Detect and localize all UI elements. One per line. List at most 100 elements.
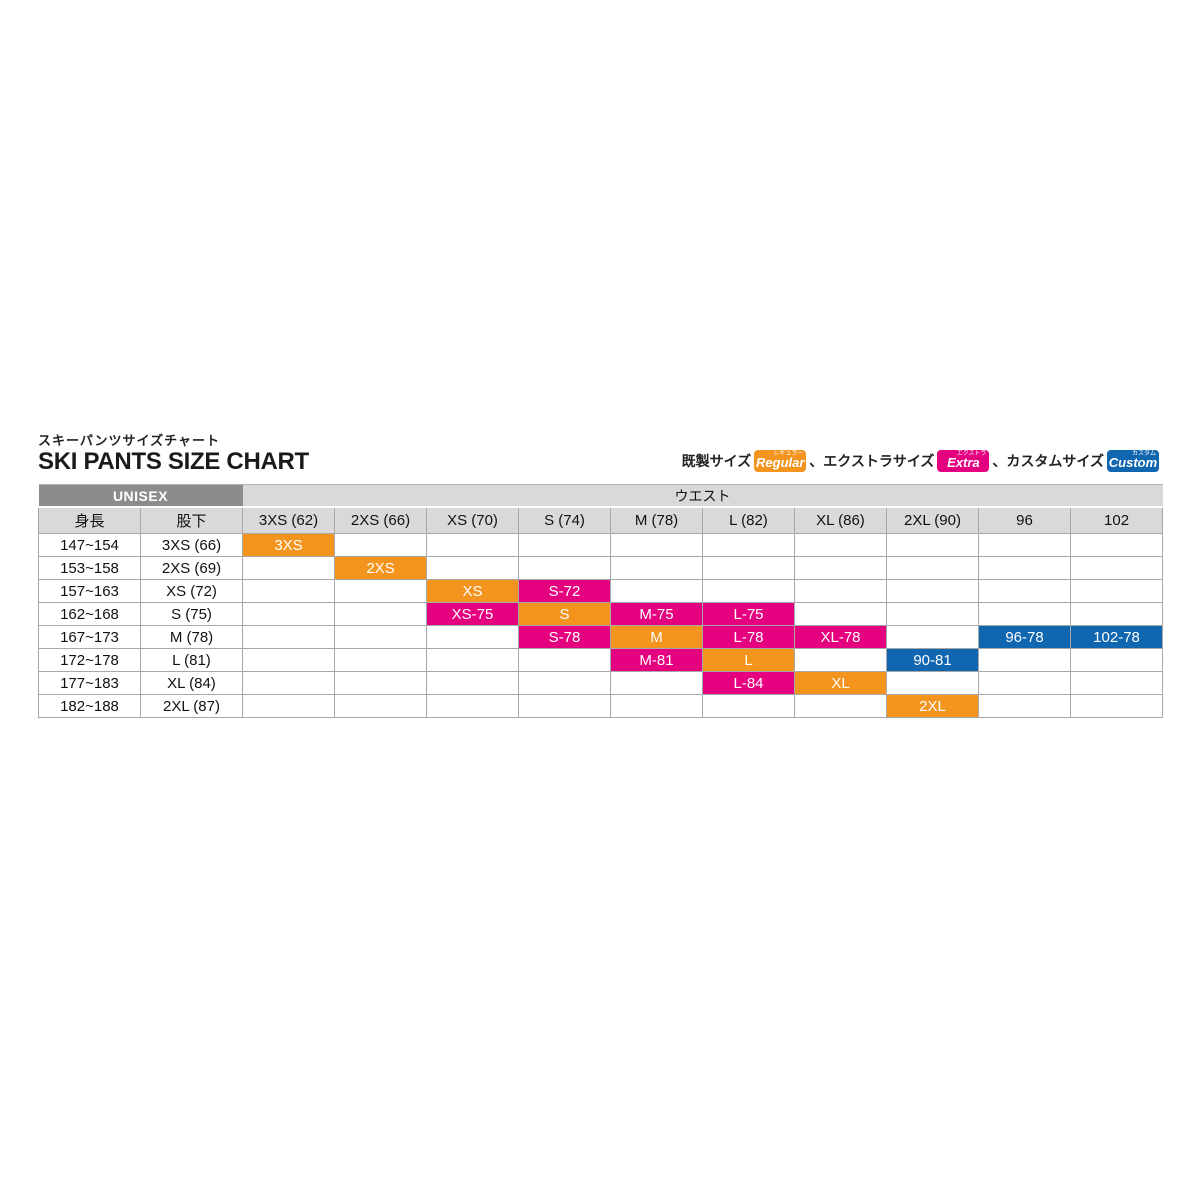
size-cell: [978, 533, 1071, 558]
size-cell: [518, 556, 611, 581]
size-cell: [242, 579, 335, 604]
size-cell: [886, 602, 979, 627]
inseam-size-cell: XL (84): [140, 671, 243, 696]
size-cell: [610, 579, 703, 604]
table-row: 177~183 XL (84) L-84 XL: [38, 671, 1164, 696]
size-cell: [886, 533, 979, 558]
inseam-size-cell: 2XL (87): [140, 694, 243, 719]
badge-small-label: エクストラ: [956, 451, 987, 458]
size-type-legend: 既製サイズ レギュラー Regular 、エクストラサイズ エクストラ Extra 、カスタ…: [682, 450, 1162, 475]
table-row: 182~188 2XL (87) 2XL: [38, 694, 1164, 719]
legend-label: 、エクストラサイズ: [809, 453, 935, 470]
size-chart-section: スキーパンツサイズチャート SKI PANTS SIZE CHART 既製サイズ…: [38, 430, 1164, 719]
size-cell: [978, 671, 1071, 696]
size-cell: [518, 694, 611, 719]
column-header-cell: 股下: [140, 506, 243, 535]
unisex-header-cell: UNISEX: [38, 484, 243, 509]
size-cell: XL-78: [794, 625, 887, 650]
size-cell: [426, 694, 519, 719]
size-cell: XS-75: [426, 602, 519, 627]
size-cell: [242, 625, 335, 650]
size-cell: [1069, 648, 1164, 673]
inseam-size-cell: 3XS (66): [140, 533, 243, 558]
size-cell: [794, 533, 887, 558]
size-cell: L-75: [702, 602, 795, 627]
legend-label: 既製サイズ: [681, 453, 752, 470]
size-cell: [334, 671, 427, 696]
size-cell: [610, 533, 703, 558]
column-header-cell: 身長: [38, 506, 141, 535]
column-header-cell: S (74): [518, 506, 611, 535]
size-cell: [978, 579, 1071, 604]
size-cell: [702, 556, 795, 581]
regular-size-badge: レギュラー Regular: [754, 450, 807, 473]
size-cell: [334, 625, 427, 650]
size-cell: [1069, 579, 1164, 604]
height-range-cell: 172~178: [38, 648, 141, 673]
size-cell: [610, 556, 703, 581]
badge-small-label: カスタム: [1131, 451, 1156, 458]
size-cell: 2XS: [334, 556, 427, 581]
waist-header-cell: ウエスト: [242, 484, 1163, 509]
size-cell: [334, 648, 427, 673]
badge-main-label: Regular: [756, 455, 805, 471]
size-cell: [426, 671, 519, 696]
badge-main-label: Extra: [947, 455, 980, 471]
column-header-cell: M (78): [610, 506, 703, 535]
size-chart-table: UNISEX ウエスト 身長 股下 3XS (62) 2XS (66) XS (70) S (…: [38, 484, 1164, 719]
chart-header: スキーパンツサイズチャート SKI PANTS SIZE CHART 既製サイズ…: [38, 430, 1162, 475]
inseam-size-cell: M (78): [140, 625, 243, 650]
height-range-cell: 162~168: [38, 602, 141, 627]
extra-size-badge: エクストラ Extra: [937, 450, 990, 473]
height-range-cell: 182~188: [38, 694, 141, 719]
column-header-cell: 3XS (62): [242, 506, 335, 535]
size-cell: L-78: [702, 625, 795, 650]
column-header-cell: XL (86): [794, 506, 887, 535]
column-header-cell: XS (70): [426, 506, 519, 535]
size-cell: [242, 694, 335, 719]
size-cell: [334, 602, 427, 627]
table-row: 172~178 L (81) M-81 L 90-81: [38, 648, 1164, 673]
size-cell: 90-81: [886, 648, 979, 673]
size-cell: 102-78: [1069, 625, 1164, 650]
size-cell: [242, 671, 335, 696]
size-cell: [426, 648, 519, 673]
size-cell: 2XL: [886, 694, 979, 719]
size-cell: M-81: [610, 648, 703, 673]
size-cell: [794, 694, 887, 719]
size-cell: XL: [794, 671, 887, 696]
column-header-cell: 102: [1069, 506, 1164, 535]
size-cell: [978, 694, 1071, 719]
table-row: 153~158 2XS (69) 2XS: [38, 556, 1164, 581]
size-cell: S: [518, 602, 611, 627]
size-cell: S-72: [518, 579, 611, 604]
size-cell: 96-78: [978, 625, 1071, 650]
size-cell: [610, 671, 703, 696]
size-cell: [242, 556, 335, 581]
size-cell: [242, 602, 335, 627]
size-cell: [886, 671, 979, 696]
size-cell: [794, 602, 887, 627]
size-cell: [426, 625, 519, 650]
column-header-cell: 96: [978, 506, 1071, 535]
inseam-size-cell: S (75): [140, 602, 243, 627]
column-header-cell: 2XS (66): [334, 506, 427, 535]
table-row: 167~173 M (78) S-78 M L-78 XL-78 96-78 102-78: [38, 625, 1164, 650]
legend-label: 、カスタムサイズ: [992, 453, 1104, 470]
size-cell: [794, 579, 887, 604]
size-cell: [1069, 602, 1164, 627]
table-row: 157~163 XS (72) XS S-72: [38, 579, 1164, 604]
size-cell: [1069, 694, 1164, 719]
size-cell: [886, 625, 979, 650]
size-cell: [610, 694, 703, 719]
size-cell: [1069, 556, 1164, 581]
size-cell: M: [610, 625, 703, 650]
height-range-cell: 167~173: [38, 625, 141, 650]
size-cell: [794, 556, 887, 581]
height-range-cell: 177~183: [38, 671, 141, 696]
column-header-cell: L (82): [702, 506, 795, 535]
title-block: スキーパンツサイズチャート SKI PANTS SIZE CHART: [38, 430, 309, 475]
height-range-cell: 147~154: [38, 533, 141, 558]
size-cell: [1069, 533, 1164, 558]
